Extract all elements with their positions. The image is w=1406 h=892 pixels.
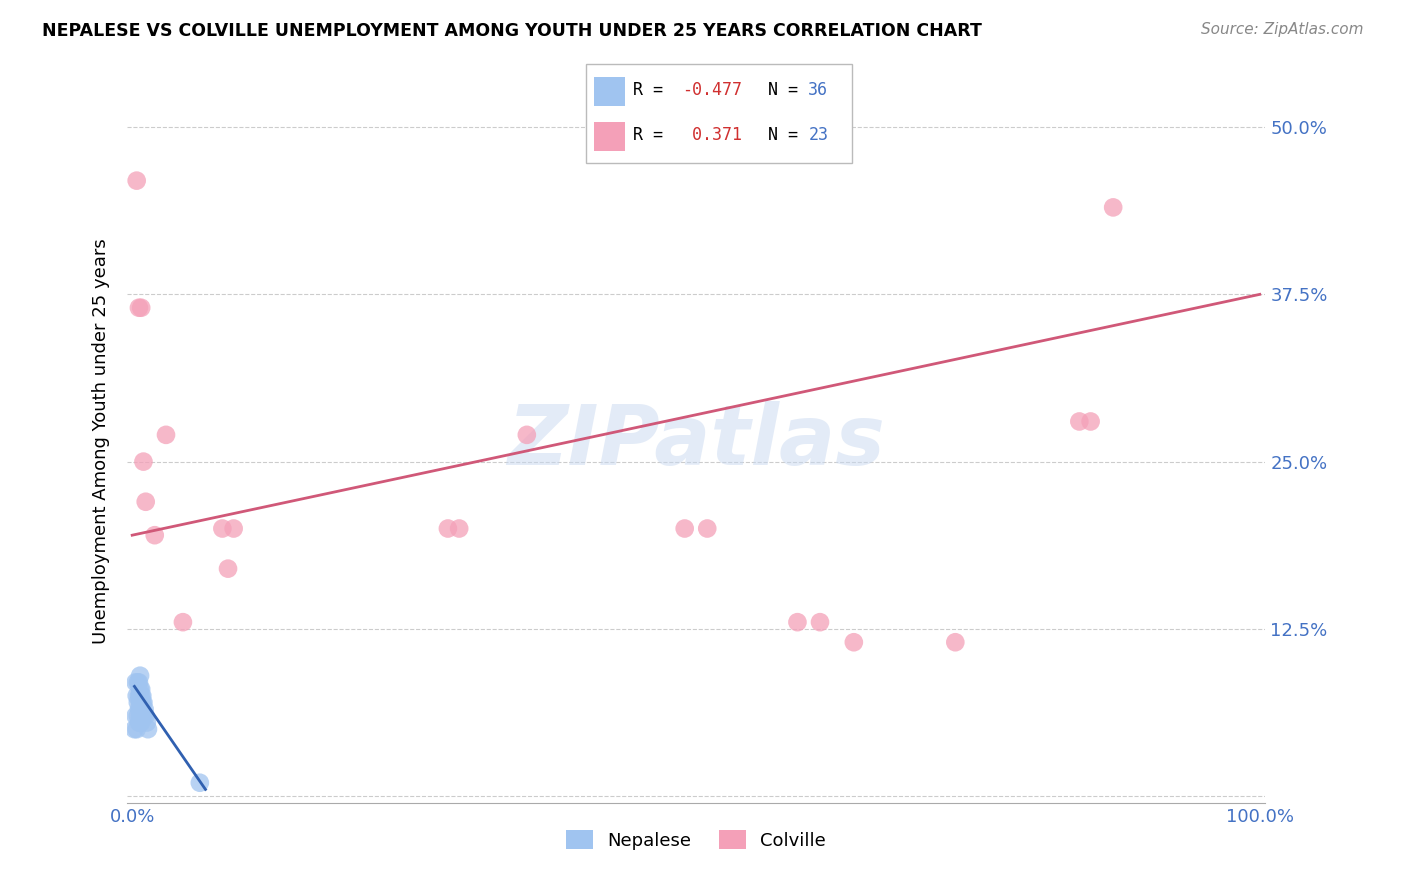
Point bbox=[124, 723, 146, 737]
Point bbox=[135, 708, 157, 723]
FancyBboxPatch shape bbox=[586, 64, 852, 163]
Point bbox=[135, 494, 157, 508]
Point bbox=[129, 696, 152, 710]
Point bbox=[132, 696, 155, 710]
Text: NEPALESE VS COLVILLE UNEMPLOYMENT AMONG YOUTH UNDER 25 YEARS CORRELATION CHART: NEPALESE VS COLVILLE UNEMPLOYMENT AMONG … bbox=[42, 22, 981, 40]
Point bbox=[127, 708, 149, 723]
Text: 0.371: 0.371 bbox=[682, 127, 742, 145]
Point bbox=[516, 427, 538, 442]
Text: N =: N = bbox=[748, 127, 808, 145]
Point bbox=[129, 689, 152, 703]
Point bbox=[129, 696, 152, 710]
Point bbox=[129, 715, 152, 730]
Point bbox=[129, 708, 152, 723]
Point bbox=[437, 521, 460, 535]
Point bbox=[131, 702, 153, 716]
Y-axis label: Unemployment Among Youth under 25 years: Unemployment Among Youth under 25 years bbox=[91, 239, 110, 644]
Point bbox=[131, 696, 153, 710]
Point bbox=[125, 723, 148, 737]
Point bbox=[129, 669, 152, 683]
Point bbox=[211, 521, 233, 535]
Bar bbox=[595, 77, 624, 105]
Point bbox=[129, 708, 152, 723]
Text: 23: 23 bbox=[808, 127, 828, 145]
Point bbox=[136, 723, 159, 737]
Text: -0.477: -0.477 bbox=[682, 81, 742, 99]
Point bbox=[696, 521, 718, 535]
Point bbox=[1080, 414, 1102, 428]
Point bbox=[808, 615, 831, 630]
Point bbox=[128, 702, 150, 716]
Point bbox=[127, 675, 149, 690]
Point bbox=[1102, 201, 1125, 215]
Point bbox=[155, 427, 177, 442]
Legend: Nepalese, Colville: Nepalese, Colville bbox=[557, 822, 835, 859]
Point bbox=[135, 715, 157, 730]
Point bbox=[129, 681, 152, 696]
Point bbox=[124, 708, 146, 723]
Point bbox=[124, 675, 146, 690]
Text: Source: ZipAtlas.com: Source: ZipAtlas.com bbox=[1201, 22, 1364, 37]
Point bbox=[128, 675, 150, 690]
Point bbox=[129, 702, 152, 716]
Bar bbox=[595, 122, 624, 151]
Text: R =: R = bbox=[633, 127, 683, 145]
Point bbox=[943, 635, 966, 649]
Point bbox=[134, 702, 156, 716]
Point bbox=[1069, 414, 1091, 428]
Point bbox=[143, 528, 166, 542]
Point bbox=[129, 715, 152, 730]
Point bbox=[222, 521, 245, 535]
Point bbox=[127, 696, 149, 710]
Point bbox=[172, 615, 194, 630]
Text: N =: N = bbox=[748, 81, 808, 99]
Point bbox=[129, 702, 152, 716]
Point bbox=[449, 521, 471, 535]
Text: R =: R = bbox=[633, 81, 673, 99]
Point bbox=[129, 681, 152, 696]
Point bbox=[673, 521, 696, 535]
Text: 36: 36 bbox=[808, 81, 828, 99]
Point bbox=[132, 455, 155, 469]
Point bbox=[125, 173, 148, 188]
Point bbox=[131, 708, 153, 723]
Point bbox=[129, 689, 152, 703]
Point bbox=[842, 635, 865, 649]
Point bbox=[188, 776, 211, 790]
Point bbox=[132, 708, 155, 723]
Text: ZIPatlas: ZIPatlas bbox=[508, 401, 884, 482]
Point bbox=[131, 689, 153, 703]
Point bbox=[217, 562, 239, 576]
Point bbox=[128, 301, 150, 315]
Point bbox=[128, 689, 150, 703]
Point bbox=[786, 615, 808, 630]
Point bbox=[128, 715, 150, 730]
Point bbox=[125, 689, 148, 703]
Point bbox=[129, 301, 152, 315]
